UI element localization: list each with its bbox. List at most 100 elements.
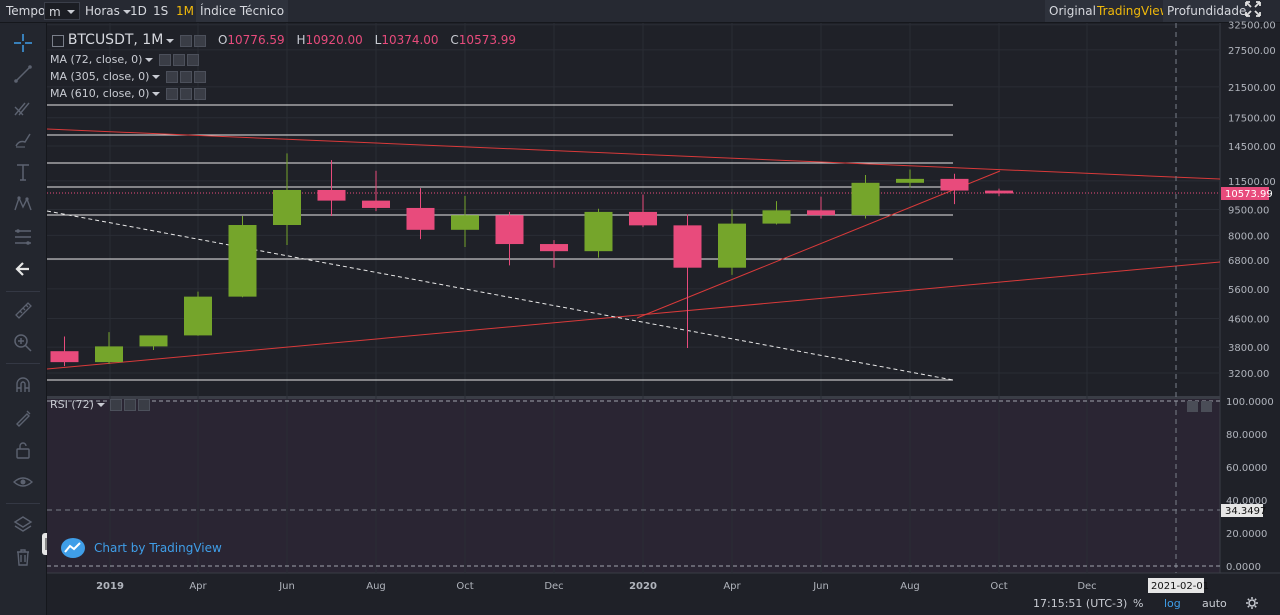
layers-icon[interactable] bbox=[11, 513, 35, 535]
view-depth-button[interactable]: Profundidade bbox=[1163, 0, 1251, 22]
current-price-tag bbox=[1221, 187, 1269, 200]
rsi-cursor-text: 34.3497 bbox=[1225, 506, 1266, 517]
eye-icon[interactable] bbox=[11, 471, 35, 493]
percent-toggle[interactable]: % bbox=[1133, 597, 1144, 610]
crosshair-icon[interactable] bbox=[11, 32, 35, 54]
time-tick-label: 2020 bbox=[629, 581, 657, 592]
technical-indicators-button[interactable]: Índice Técnico bbox=[196, 0, 289, 22]
tradingview-logo-icon bbox=[61, 538, 85, 558]
close-icon[interactable] bbox=[186, 54, 199, 66]
time-tick-label: Jun bbox=[812, 581, 829, 592]
toolbar-collapse-handle[interactable] bbox=[42, 533, 50, 555]
candle-body bbox=[673, 225, 702, 268]
horas-dropdown[interactable]: Horas bbox=[85, 0, 131, 22]
trend-line-icon[interactable] bbox=[11, 63, 35, 85]
interval-1d-button[interactable]: 1D bbox=[130, 4, 147, 18]
view-tradingview-button[interactable]: TradingView bbox=[1097, 4, 1170, 18]
candle-body bbox=[139, 335, 168, 347]
candle-body bbox=[362, 200, 390, 208]
back-arrow-icon[interactable] bbox=[11, 258, 35, 280]
chevron-down-icon bbox=[67, 10, 75, 14]
rsi-label[interactable]: RSI (72) bbox=[50, 398, 94, 411]
candle-body bbox=[629, 211, 657, 226]
symbol-legend: BTCUSDT, 1M O10776.59 H10920.00 L10374.0… bbox=[50, 32, 516, 48]
settings-icon[interactable] bbox=[180, 34, 193, 47]
price-tick-label: 8000.00 bbox=[1228, 231, 1269, 242]
eye-icon[interactable] bbox=[165, 88, 178, 100]
lock-icon[interactable] bbox=[11, 439, 35, 461]
ma-72-label[interactable]: MA (72, close, 0) bbox=[50, 53, 143, 66]
ohlc-close: 10573.99 bbox=[458, 33, 517, 47]
close-icon[interactable] bbox=[193, 88, 206, 100]
candle-body bbox=[940, 178, 969, 191]
close-icon[interactable] bbox=[193, 71, 206, 83]
price-tick-label: 4600.00 bbox=[1228, 314, 1269, 325]
tempo-label: Tempo bbox=[6, 4, 46, 18]
chevron-down-icon[interactable] bbox=[96, 403, 105, 407]
candle-body bbox=[406, 207, 435, 230]
price-tick-label: 3200.00 bbox=[1228, 369, 1269, 380]
price-tick-label: 27500.00 bbox=[1228, 46, 1276, 57]
close-icon[interactable] bbox=[138, 399, 151, 411]
interval-select-value: m bbox=[49, 5, 61, 19]
ma-305-label[interactable]: MA (305, close, 0) bbox=[50, 70, 150, 83]
pattern-icon[interactable] bbox=[11, 193, 35, 215]
tradingview-branding[interactable]: Chart by TradingView bbox=[60, 536, 260, 560]
hide-icon[interactable] bbox=[194, 34, 207, 47]
view-original-button[interactable]: Original bbox=[1045, 0, 1100, 22]
auto-toggle[interactable]: auto bbox=[1202, 597, 1227, 610]
magnet-icon[interactable] bbox=[11, 374, 35, 396]
text-tool-icon[interactable] bbox=[11, 161, 35, 183]
time-tick-label: Oct bbox=[990, 581, 1007, 592]
current-price-text: 10573.99 bbox=[1225, 189, 1273, 200]
time-tick-label: Aug bbox=[900, 581, 920, 592]
ma-610-label[interactable]: MA (610, close, 0) bbox=[50, 87, 150, 100]
candle-body bbox=[896, 178, 924, 183]
log-toggle[interactable]: log bbox=[1164, 597, 1181, 610]
drawing-mode-icon[interactable] bbox=[11, 407, 35, 429]
rsi-tick-label: 100.0000 bbox=[1226, 397, 1274, 408]
chevron-down-icon[interactable] bbox=[166, 38, 175, 43]
pitchfork-icon[interactable] bbox=[11, 96, 35, 118]
branding-label: Chart by TradingView bbox=[94, 541, 222, 555]
chevron-down-icon[interactable] bbox=[145, 58, 154, 62]
price-tick-label: 14500.00 bbox=[1228, 142, 1276, 153]
top-toolbar: Tempo m Horas 1D 1S 1M Índice Técnico Or… bbox=[0, 0, 1280, 23]
brush-icon[interactable] bbox=[11, 129, 35, 151]
interval-select[interactable]: m bbox=[44, 2, 80, 20]
symbol-name[interactable]: BTCUSDT, 1M bbox=[67, 32, 164, 48]
fullscreen-icon[interactable] bbox=[1245, 1, 1261, 23]
trash-icon[interactable] bbox=[11, 546, 35, 568]
ohlc-high: 10920.00 bbox=[305, 33, 363, 47]
chevron-down-icon[interactable] bbox=[152, 75, 161, 79]
eye-icon[interactable] bbox=[158, 54, 171, 66]
time-tick-label: Oct bbox=[456, 581, 473, 592]
gear-icon[interactable] bbox=[1245, 596, 1259, 613]
clock-text: 17:15:51 (UTC-3) bbox=[1033, 597, 1128, 610]
eye-icon[interactable] bbox=[110, 399, 123, 411]
settings-icon[interactable] bbox=[172, 54, 185, 66]
chevron-down-icon[interactable] bbox=[152, 92, 161, 96]
candle-body bbox=[762, 210, 791, 224]
fib-retracement-icon[interactable] bbox=[11, 226, 35, 248]
trend-line-descending bbox=[46, 128, 1221, 180]
settings-icon[interactable] bbox=[179, 88, 192, 100]
interval-1s-button[interactable]: 1S bbox=[153, 4, 169, 18]
zoom-in-icon[interactable] bbox=[11, 332, 35, 354]
ruler-icon[interactable] bbox=[11, 299, 35, 321]
settings-icon[interactable] bbox=[179, 71, 192, 83]
time-tick-label: Apr bbox=[189, 581, 207, 592]
settings-icon[interactable] bbox=[124, 399, 137, 411]
price-tick-label: 11500.00 bbox=[1228, 177, 1276, 188]
candle-body bbox=[50, 351, 79, 363]
interval-1m-button[interactable]: 1M bbox=[176, 4, 194, 18]
candle-body bbox=[851, 182, 880, 216]
ma-legend-1: MA (72, close, 0) bbox=[50, 53, 199, 66]
price-tick-label: 17500.00 bbox=[1228, 114, 1276, 125]
time-axis bbox=[47, 573, 1280, 595]
candle-body bbox=[540, 244, 568, 252]
collapse-icon[interactable] bbox=[52, 34, 64, 47]
eye-icon[interactable] bbox=[165, 71, 178, 83]
time-cursor-text: 2021-02-01 bbox=[1151, 581, 1209, 592]
